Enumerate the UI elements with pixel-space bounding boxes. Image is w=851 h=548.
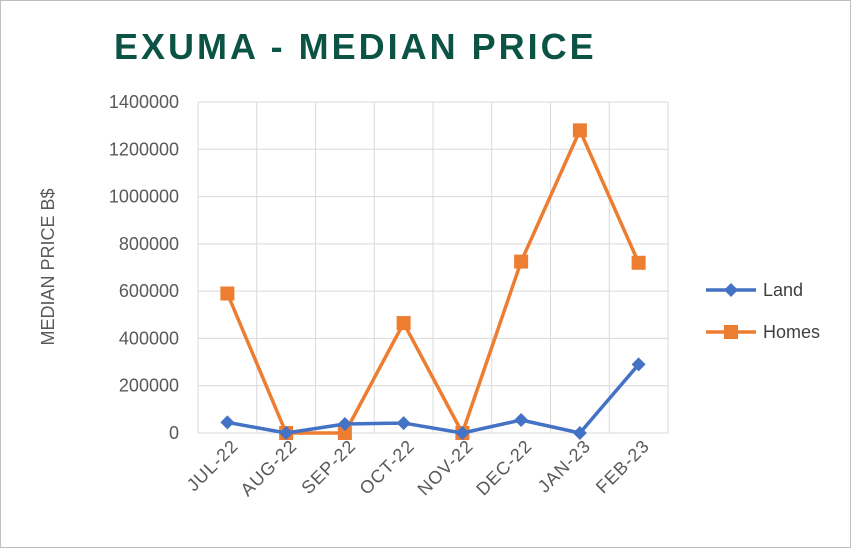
data-point (514, 412, 529, 427)
data-point (631, 357, 646, 372)
legend-label: Homes (763, 322, 820, 342)
data-point (631, 255, 646, 270)
y-tick-label: 1400000 (109, 92, 179, 112)
y-axis-label: MEDIAN PRICE B$ (38, 188, 58, 345)
data-point (337, 426, 352, 440)
x-tick-label: JUL-22 (183, 436, 242, 495)
legend-marker (724, 325, 738, 339)
series-layer (220, 123, 646, 440)
x-tick-labels: JUL-22AUG-22SEP-22OCT-22NOV-22DEC-22JAN-… (183, 436, 654, 500)
data-point (572, 426, 587, 440)
series-land (220, 357, 646, 440)
data-point (514, 254, 529, 269)
chart-title: EXUMA - MEDIAN PRICE (114, 26, 597, 67)
y-tick-label: 600000 (119, 281, 179, 301)
data-point (396, 416, 411, 431)
data-point (337, 417, 352, 432)
x-tick-label: NOV-22 (414, 436, 478, 500)
legend-label: Land (763, 280, 803, 300)
plot-grid (197, 101, 669, 434)
data-point (279, 426, 294, 440)
legend: Land Homes (706, 280, 820, 342)
y-tick-labels: 0 200000 400000 600000 800000 1000000 1200000 1… (109, 92, 179, 443)
data-point (220, 286, 235, 301)
x-tick-label: SEP-22 (297, 436, 359, 498)
x-tick-label: OCT-22 (355, 436, 418, 499)
y-tick-label: 1200000 (109, 139, 179, 159)
x-tick-label: FEB-23 (592, 436, 654, 498)
data-point (220, 415, 235, 430)
x-tick-label: DEC-22 (472, 436, 536, 500)
y-tick-label: 400000 (119, 328, 179, 348)
series-line (227, 363, 640, 435)
legend-item-homes: Homes (706, 322, 820, 342)
x-tick-label: AUG-22 (237, 436, 301, 500)
legend-item-land: Land (706, 280, 803, 300)
y-tick-label: 1000000 (109, 187, 179, 207)
data-point (396, 316, 411, 331)
y-tick-label: 800000 (119, 234, 179, 254)
x-tick-label: JAN-23 (534, 436, 595, 497)
legend-marker (724, 283, 738, 297)
data-point (455, 426, 470, 440)
y-tick-label: 200000 (119, 376, 179, 396)
data-point (572, 123, 587, 138)
y-tick-label: 0 (169, 423, 179, 443)
